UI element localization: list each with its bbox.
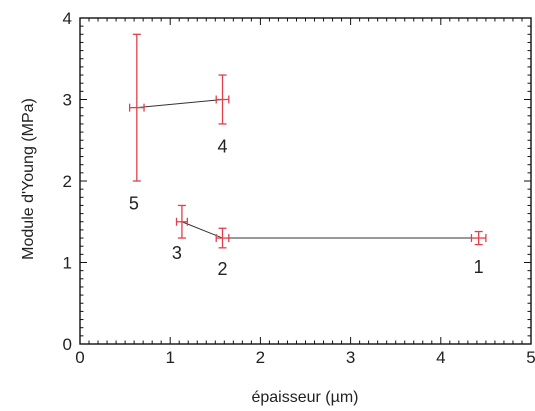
data-point-5 <box>128 33 145 182</box>
y-tick-label: 4 <box>63 9 72 28</box>
point-label-4: 4 <box>218 137 228 157</box>
y-tick-label: 2 <box>63 172 72 191</box>
x-tick-label: 3 <box>346 348 355 367</box>
connecting-line <box>181 221 479 239</box>
connecting-lines <box>136 99 479 239</box>
point-label-1: 1 <box>474 257 484 277</box>
point-labels: 1 2 3 4 5 <box>129 137 484 280</box>
data-point-3 <box>175 204 188 239</box>
data-point-4 <box>215 74 230 125</box>
y-axis-label: Module d'Young (MPa) <box>20 98 37 260</box>
point-label-2: 2 <box>218 259 228 279</box>
data-point-2 <box>215 227 230 249</box>
connecting-line <box>136 99 223 109</box>
x-tick-label: 5 <box>526 348 535 367</box>
data-points <box>128 33 487 249</box>
axes: 0 1 2 3 4 5 0 1 2 3 4 <box>63 9 535 367</box>
data-point-1 <box>470 230 487 246</box>
x-tick-label: 4 <box>436 348 445 367</box>
point-label-5: 5 <box>129 194 139 214</box>
point-label-3: 3 <box>172 243 182 263</box>
x-axis-label: épaisseur (µm) <box>251 389 358 406</box>
y-tick-label: 1 <box>63 254 72 273</box>
y-tick-label: 0 <box>63 335 72 354</box>
x-tick-label: 2 <box>256 348 265 367</box>
x-tick-label: 0 <box>75 348 84 367</box>
plot-frame <box>79 17 532 345</box>
y-tick-label: 3 <box>63 91 72 110</box>
x-tick-label: 1 <box>165 348 174 367</box>
